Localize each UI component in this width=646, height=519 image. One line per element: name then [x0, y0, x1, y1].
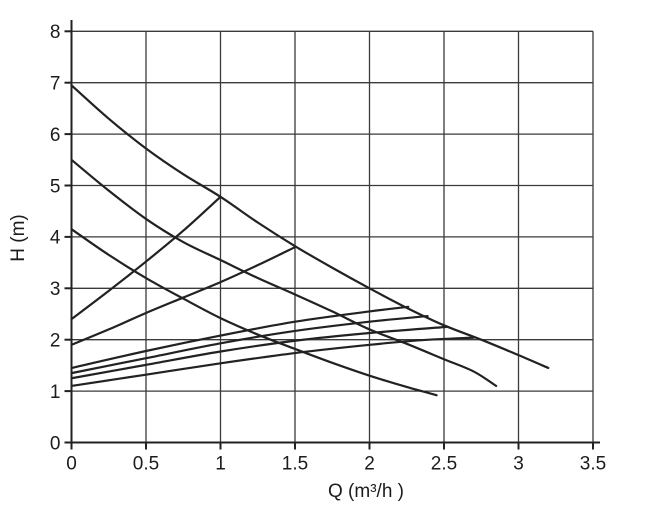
system-curve-medium	[70, 246, 297, 346]
x-axis-title: Q (m³/h )	[328, 481, 404, 502]
y-axis-title: H (m)	[8, 214, 29, 261]
pump-curve-speed-III	[70, 84, 550, 370]
pump-curve-speed-I	[70, 228, 438, 397]
flow-curve-4	[70, 336, 475, 388]
flow-curve-3	[70, 325, 449, 380]
flow-curve-1	[70, 305, 410, 370]
y-tick-label: 0	[50, 433, 61, 454]
y-tick-label: 3	[50, 279, 61, 300]
x-tick-label: 1.5	[282, 454, 308, 475]
flow-curve-2	[70, 314, 429, 375]
y-tick-label: 1	[50, 382, 61, 403]
system-curve-steep	[70, 195, 222, 321]
x-tick-label: 0	[66, 454, 77, 475]
x-tick-label: 2.5	[431, 454, 457, 475]
y-tick-label: 2	[50, 331, 61, 352]
x-tick-label: 0.5	[133, 454, 159, 475]
y-tick-label: 6	[50, 125, 61, 146]
pump-curve-speed-II	[70, 158, 498, 388]
x-tick-label: 3	[513, 454, 524, 475]
x-tick-label: 1	[215, 454, 226, 475]
y-tick-label: 7	[50, 74, 61, 95]
y-tick-label: 5	[50, 176, 61, 197]
x-tick-label: 2	[364, 454, 375, 475]
x-tick-label: 3.5	[580, 454, 606, 475]
y-tick-label: 8	[50, 22, 61, 43]
y-tick-label: 4	[50, 228, 61, 249]
